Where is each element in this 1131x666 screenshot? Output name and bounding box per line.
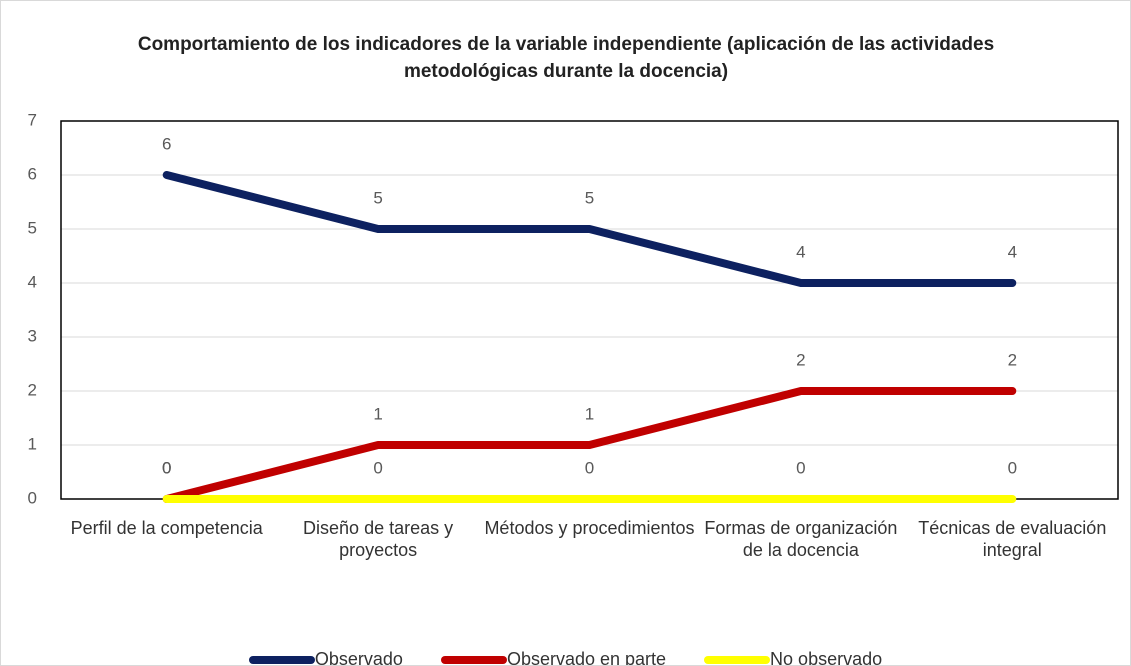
line <box>162 171 1017 287</box>
y-tick-label: 3 <box>28 326 37 345</box>
y-tick-label: 7 <box>28 110 37 129</box>
data-label: 2 <box>1008 350 1017 369</box>
data-label: 0 <box>373 458 382 477</box>
x-tick-label: Formas de organización de la docencia <box>704 518 898 560</box>
data-label: 0 <box>162 458 171 477</box>
data-label: 6 <box>162 134 171 153</box>
data-label: 2 <box>796 350 805 369</box>
y-tick-label: 5 <box>28 218 37 237</box>
line <box>162 387 1017 503</box>
data-label: 1 <box>585 404 594 423</box>
legend-swatch <box>704 655 771 664</box>
x-tick-label: Perfil de la competencia <box>70 518 263 538</box>
data-label: 0 <box>1008 458 1017 477</box>
legend-item: Observado en parte <box>440 649 667 666</box>
data-label: 4 <box>796 242 805 261</box>
legend-swatch <box>440 655 507 664</box>
data-label: 4 <box>1008 242 1017 261</box>
y-tick-label: 0 <box>28 488 37 507</box>
y-tick-label: 4 <box>28 272 37 291</box>
legend-label: Observado en parte <box>506 649 667 666</box>
legend: Observado Observado en parte No observado <box>1 649 1130 666</box>
legend-label: Observado <box>314 649 403 666</box>
chart-title: Comportamiento de los indicadores de la … <box>137 34 995 82</box>
data-label: 1 <box>373 404 382 423</box>
x-tick-label: Técnicas de evaluación integral <box>918 518 1107 560</box>
legend-item: No observado <box>704 649 883 666</box>
data-label: 0 <box>162 458 171 477</box>
y-tick-label: 1 <box>28 434 37 453</box>
data-label: 0 <box>585 458 594 477</box>
legend-swatch <box>248 655 315 664</box>
y-tick-label: 2 <box>28 380 37 399</box>
data-label: 0 <box>796 458 805 477</box>
legend-label: No observado <box>770 649 883 666</box>
x-tick-label: Diseño de tareas y proyectos <box>303 518 454 560</box>
legend-item: Observado <box>248 649 403 666</box>
data-label: 5 <box>585 188 594 207</box>
x-tick-label: Métodos y procedimientos <box>484 518 695 538</box>
y-tick-label: 6 <box>28 164 37 183</box>
data-label: 5 <box>373 188 382 207</box>
